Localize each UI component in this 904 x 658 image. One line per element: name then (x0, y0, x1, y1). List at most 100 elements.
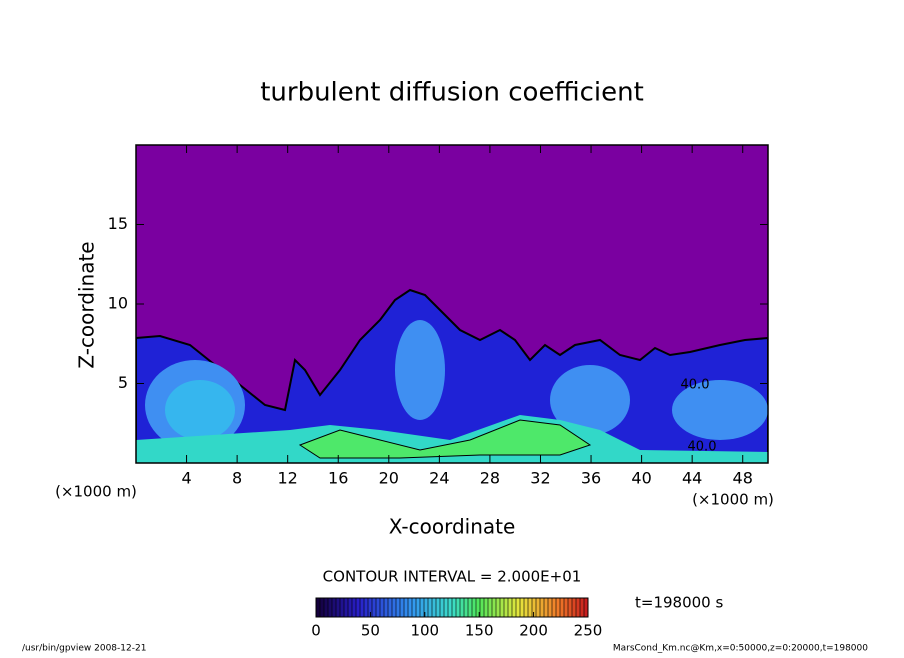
colorbar-cell (452, 598, 457, 617)
colorbar-cell (364, 598, 369, 617)
x-tick-label: 4 (181, 469, 191, 488)
time-label: t=198000 s (635, 594, 723, 612)
x-tick-label: 36 (581, 469, 601, 488)
x-tick-label: 8 (232, 469, 242, 488)
colorbar-cell (572, 598, 577, 617)
colorbar-cell (580, 598, 585, 617)
colorbar-cell (360, 598, 365, 617)
colorbar-cell (488, 598, 493, 617)
colorbar-cell (472, 598, 477, 617)
colorbar-cell (376, 598, 381, 617)
field-region (136, 415, 768, 463)
x-tick-label: 28 (480, 469, 500, 488)
colorbar-cell (532, 598, 537, 617)
footer-left: /usr/bin/gpview 2008-12-21 (22, 644, 146, 654)
colorbar-cell (356, 598, 361, 617)
contour-label: 40.0 (681, 378, 710, 393)
y-unit: (×1000 m) (55, 483, 137, 501)
colorbar-cell (524, 598, 529, 617)
colorbar-tick-label: 100 (410, 622, 439, 640)
colorbar-cell (540, 598, 545, 617)
colorbar-cell (512, 598, 517, 617)
colorbar-cell (336, 598, 341, 617)
field-region (165, 380, 235, 440)
contour-interval: CONTOUR INTERVAL = 2.000E+01 (323, 568, 582, 586)
colorbar-cell (416, 598, 421, 617)
footer-right: MarsCond_Km.nc@Km,x=0:50000,z=0:20000,t=… (613, 644, 868, 654)
colorbar-cell (348, 598, 353, 617)
x-tick-label: 16 (328, 469, 348, 488)
colorbar-cell (368, 598, 373, 617)
colorbar-tick-label: 200 (519, 622, 548, 640)
colorbar-cell (412, 598, 417, 617)
colorbar-cell (440, 598, 445, 617)
field-region (550, 365, 630, 435)
y-tick-label: 10 (108, 294, 128, 313)
colorbar-cell (396, 598, 401, 617)
colorbar-cell (448, 598, 453, 617)
colorbar-cell (388, 598, 393, 617)
colorbar-cell (444, 598, 449, 617)
colorbar-cell (548, 598, 553, 617)
colorbar-frame (315, 597, 589, 618)
colorbar-cell (372, 598, 377, 617)
colorbar-tick-label: 0 (311, 622, 321, 640)
colorbar-cell (332, 598, 337, 617)
colorbar-cell (384, 598, 389, 617)
colorbar-tick-label: 150 (465, 622, 494, 640)
colorbar-cell (408, 598, 413, 617)
colorbar-cell (476, 598, 481, 617)
colorbar-cell (560, 598, 565, 617)
y-tick-label: 15 (108, 214, 128, 233)
colorbar-cell (484, 598, 489, 617)
colorbar-cell (320, 598, 325, 617)
x-unit: (×1000 m) (692, 491, 774, 509)
field-region (672, 380, 768, 440)
field-region (298, 419, 592, 459)
colorbar-cell (404, 598, 409, 617)
colorbar-cell (544, 598, 549, 617)
colorbar-cell (352, 598, 357, 617)
y-tick-label: 5 (118, 373, 128, 392)
colorbar-cell (528, 598, 533, 617)
colorbar-cell (564, 598, 569, 617)
colorbar-tick-label: 250 (574, 622, 603, 640)
y-axis-title: Z-coordinate (75, 241, 99, 368)
colorbar-cell (436, 598, 441, 617)
colorbar-cell (496, 598, 501, 617)
colorbar-cell (480, 598, 485, 617)
colorbar-cell (576, 598, 581, 617)
colorbar-cell (464, 598, 469, 617)
colorbar-cell (536, 598, 541, 617)
colorbar-cell (568, 598, 573, 617)
field-region (395, 320, 445, 420)
colorbar-cell (424, 598, 429, 617)
x-tick-label: 12 (278, 469, 298, 488)
colorbar-cell (456, 598, 461, 617)
x-axis-title: X-coordinate (389, 515, 516, 539)
x-tick-label: 40 (631, 469, 651, 488)
colorbar-cell (380, 598, 385, 617)
colorbar-cell (504, 598, 509, 617)
colorbar-cell (344, 598, 349, 617)
x-tick-label: 44 (682, 469, 702, 488)
x-tick-label: 24 (429, 469, 449, 488)
colorbar-cell (420, 598, 425, 617)
colorbar-cell (316, 598, 321, 617)
x-tick-label: 20 (379, 469, 399, 488)
colorbar-cell (492, 598, 497, 617)
colorbar-cell (400, 598, 405, 617)
field (136, 145, 768, 463)
colorbar-cell (328, 598, 333, 617)
colorbar-cell (508, 598, 513, 617)
colorbar-tick-label: 50 (361, 622, 380, 640)
chart-title: turbulent diffusion coefficient (260, 78, 644, 108)
colorbar-cell (584, 598, 589, 617)
colorbar-cell (468, 598, 473, 617)
colorbar-cell (432, 598, 437, 617)
colorbar-cell (460, 598, 465, 617)
colorbar-cell (500, 598, 505, 617)
x-tick-label: 32 (530, 469, 550, 488)
colorbar-cell (392, 598, 397, 617)
